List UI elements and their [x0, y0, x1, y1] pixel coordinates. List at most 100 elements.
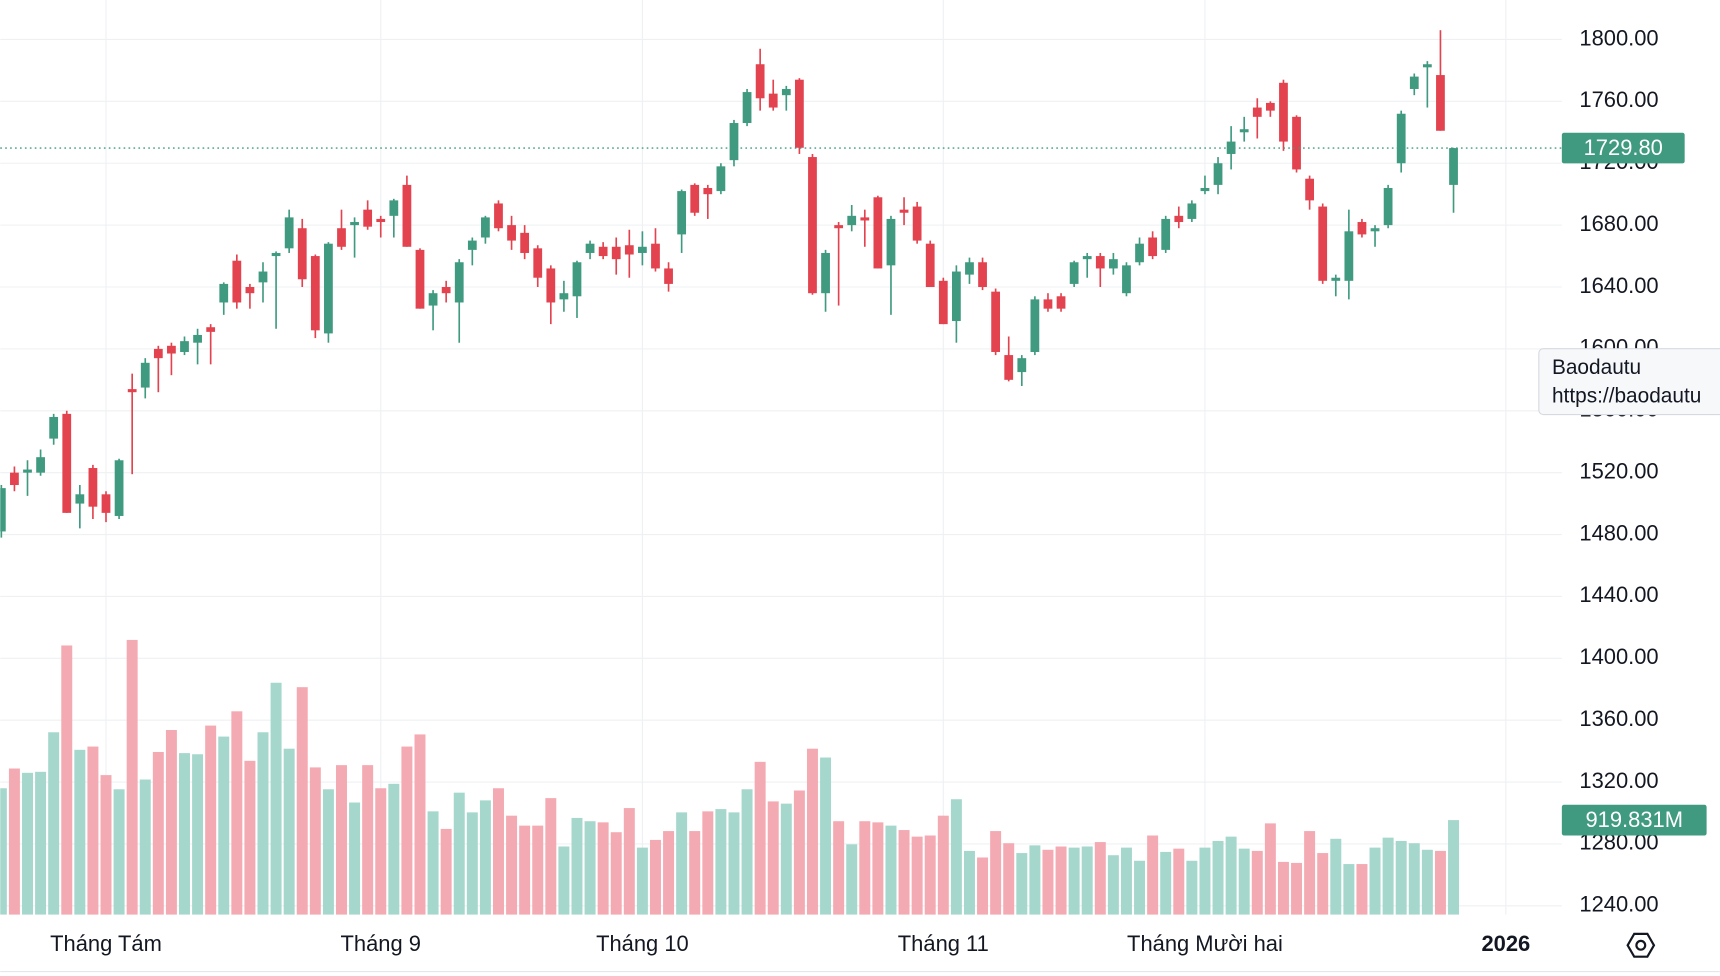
settings-icon[interactable]	[1626, 932, 1656, 958]
annotation-url: https://baodautu	[1552, 384, 1701, 407]
candle-body	[1148, 237, 1158, 257]
volume-bar	[741, 789, 753, 915]
candle-body	[598, 246, 608, 257]
candle-body	[834, 225, 844, 229]
candle-body	[1056, 296, 1066, 309]
x-tick-label: Tháng 11	[898, 931, 989, 956]
candle-body	[494, 203, 503, 229]
candle-body	[899, 209, 909, 213]
volume-bar	[1225, 836, 1237, 915]
volume-bar	[309, 767, 321, 915]
volume-bar	[35, 771, 47, 915]
volume-bar	[1238, 848, 1250, 915]
candle-body	[1187, 203, 1197, 219]
candle-body	[1095, 256, 1105, 269]
volume-bar	[1186, 860, 1198, 915]
candle-body	[690, 184, 700, 213]
volume-bar	[1382, 837, 1394, 915]
candle-body	[75, 494, 85, 504]
x-tick-label: 2026	[1481, 931, 1530, 956]
volume-bar	[0, 788, 7, 915]
volume-bar	[1330, 838, 1342, 915]
candle-body	[664, 268, 673, 284]
candle-body	[1318, 206, 1328, 281]
candle-body	[546, 268, 556, 303]
candle-body	[677, 191, 687, 235]
volume-bar	[754, 761, 766, 915]
candle-body	[402, 184, 412, 247]
volume-bar	[100, 775, 112, 915]
volume-bar	[362, 765, 374, 915]
candle-body	[965, 262, 974, 275]
candle-body	[873, 197, 883, 269]
volume-bar	[296, 687, 308, 915]
volume-bar	[336, 765, 347, 915]
candle-body	[88, 468, 98, 507]
candle-body	[481, 217, 490, 238]
volume-bar	[649, 839, 661, 915]
candle-body	[1436, 75, 1445, 131]
volume-bar	[1081, 846, 1093, 915]
volume-bar	[466, 812, 478, 915]
volume-bar	[1395, 840, 1407, 915]
candle-body	[454, 262, 464, 303]
volume-bar	[1317, 853, 1329, 915]
volume-bar	[872, 822, 884, 915]
volume-bar	[506, 815, 518, 915]
candle-body	[206, 327, 216, 332]
candle-body	[62, 413, 72, 513]
volume-bar	[1147, 835, 1159, 915]
overlays: 1729.80 919.831M Baodautu https://baodautu	[0, 132, 1720, 836]
volume-bar	[375, 788, 387, 915]
candle-body	[703, 187, 713, 195]
volume-bar	[1068, 847, 1080, 915]
candle-body	[1122, 265, 1131, 294]
annotation-title: Baodautu	[1552, 356, 1641, 379]
volume-bar	[1107, 855, 1119, 915]
volume-bar	[401, 746, 413, 915]
volume-bar	[715, 809, 727, 915]
candle-body	[284, 217, 294, 249]
candle-body	[428, 293, 438, 306]
volume-bar	[1199, 847, 1211, 915]
volume-bar	[780, 803, 792, 915]
candle-body	[1252, 107, 1262, 117]
volume-bar	[414, 734, 426, 915]
candle-body	[795, 79, 804, 148]
candle-body	[324, 243, 333, 334]
volume-bar	[1016, 853, 1028, 915]
volume-bar	[1421, 849, 1433, 915]
candle-body	[1396, 113, 1406, 164]
last-price-tag	[1561, 132, 1685, 164]
candle-body	[167, 345, 176, 354]
x-tick-label: Tháng Mười hai	[1127, 931, 1283, 956]
volume-bar	[218, 736, 230, 915]
candle-body	[1017, 358, 1027, 373]
volume-bar	[846, 844, 858, 915]
candle-body	[1213, 163, 1223, 185]
volume-bar	[728, 812, 740, 915]
volume-bar	[231, 711, 243, 915]
y-tick-label: 1640.00	[1579, 273, 1658, 298]
candle-body	[755, 64, 765, 99]
volume-bar	[270, 682, 282, 915]
candle-body	[376, 218, 386, 223]
volume-bar	[963, 850, 975, 915]
volume-bar	[977, 857, 989, 915]
candle-body	[572, 262, 582, 297]
candle-body	[467, 240, 477, 250]
candle-body	[638, 246, 647, 253]
volume-bar	[597, 822, 609, 915]
candle-body	[1161, 218, 1171, 250]
volume-bar	[1094, 842, 1106, 915]
volume-bar	[179, 753, 190, 915]
candle-body	[49, 416, 59, 439]
y-tick-label: 1440.00	[1579, 582, 1658, 607]
y-tick-label: 1480.00	[1579, 520, 1658, 545]
volume-bar	[1160, 851, 1172, 915]
volume-bar	[1134, 860, 1146, 915]
volume-bar	[427, 811, 439, 915]
candle-body	[808, 157, 817, 294]
volume-bar	[636, 847, 648, 915]
y-tick-label: 1320.00	[1579, 768, 1658, 793]
